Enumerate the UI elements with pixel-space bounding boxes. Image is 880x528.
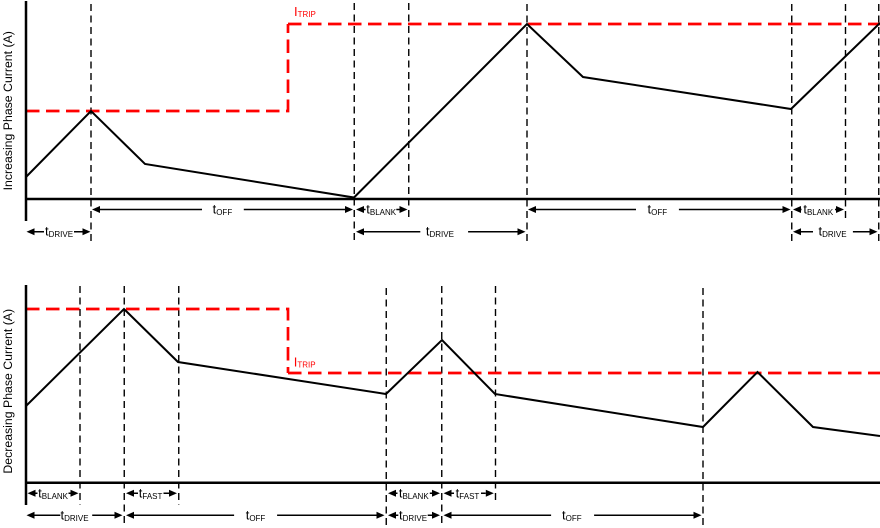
svg-text:Decreasing Phase Current (A): Decreasing Phase Current (A)	[1, 309, 15, 474]
svg-text:Increasing Phase Current (A): Increasing Phase Current (A)	[1, 31, 15, 190]
